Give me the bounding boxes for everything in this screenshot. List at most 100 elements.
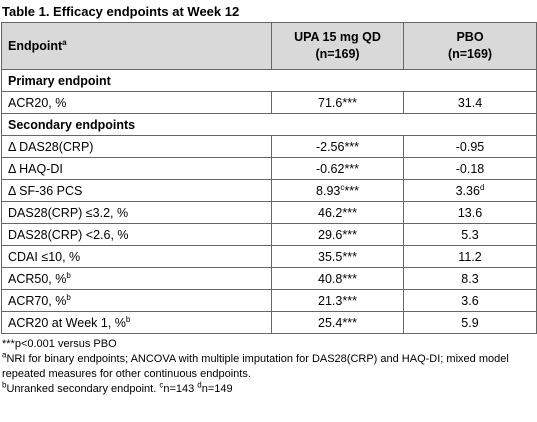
section-label: Primary endpoint [1, 69, 537, 92]
cell-text: Δ DAS28(CRP) [8, 139, 94, 154]
table-row: Secondary endpoints [1, 113, 537, 136]
table-row: ACR20 at Week 1, %b 25.4*** 5.9 [1, 311, 537, 334]
value-cell: 71.6*** [271, 91, 404, 114]
cell-text: 3.36 [455, 183, 480, 198]
cell-text: -0.62*** [315, 161, 360, 176]
endpoint-cell: Δ HAQ-DI [1, 157, 272, 180]
table-title: Table 1. Efficacy endpoints at Week 12 [2, 4, 240, 19]
footnote-text: NRI for binary endpoints; ANCOVA with mu… [2, 353, 509, 380]
footnote-text: Unranked secondary endpoint. [6, 383, 160, 395]
cell-text: DAS28(CRP) ≤3.2, % [8, 205, 129, 220]
cell-text: ACR50, % [8, 271, 67, 286]
value-cell: -2.56*** [271, 135, 404, 158]
footnote-text: n=149 [201, 383, 233, 395]
cell-text: 8.3 [461, 271, 479, 286]
endpoint-cell: ACR20, % [1, 91, 272, 114]
cell-text: ACR70, % [8, 293, 67, 308]
superscript: b [66, 292, 71, 302]
endpoint-cell: Δ DAS28(CRP) [1, 135, 272, 158]
endpoint-cell: DAS28(CRP) <2.6, % [1, 223, 272, 246]
cell-text: 13.6 [457, 205, 483, 220]
table-row: DAS28(CRP) <2.6, % 29.6*** 5.3 [1, 223, 537, 246]
value-cell: 21.3*** [271, 289, 404, 312]
footnote: ***p<0.001 versus PBO [2, 337, 535, 352]
section-label: Secondary endpoints [1, 113, 537, 136]
value-cell: -0.62*** [271, 157, 404, 180]
table-row: Δ HAQ-DI -0.62*** -0.18 [1, 157, 537, 180]
header-cell: UPA 15 mg QD (n=169) [271, 22, 404, 70]
cell-text: 40.8*** [318, 271, 357, 286]
cell-text: 25.4*** [318, 315, 357, 330]
value-cell: 3.36d [403, 179, 537, 202]
cell-text: Δ HAQ-DI [8, 161, 63, 176]
footnote-text: ***p<0.001 versus PBO [2, 338, 117, 350]
endpoint-cell: ACR20 at Week 1, %b [1, 311, 272, 334]
footnote: bUnranked secondary endpoint. cn=143 dn=… [2, 380, 535, 397]
efficacy-table: Endpointa UPA 15 mg QD (n=169) PBO (n=169) P… [1, 22, 537, 334]
cell-text: 11.2 [458, 249, 482, 264]
superscript: d [479, 182, 485, 192]
cell-text: Endpoint [8, 38, 63, 53]
value-cell: 46.2*** [271, 201, 404, 224]
value-cell: 31.4 [403, 91, 537, 114]
superscript: b [125, 314, 131, 324]
value-cell: 29.6*** [271, 223, 404, 246]
table-row: Δ SF-36 PCS 8.93c*** 3.36d [1, 179, 537, 202]
cell-text: 29.6*** [318, 227, 357, 242]
cell-text: CDAI ≤10, % [8, 249, 81, 264]
cell-text: -2.56*** [315, 139, 360, 154]
header-row: Endpointa UPA 15 mg QD (n=169) PBO (n=169) [1, 22, 537, 70]
value-cell: 8.93c*** [271, 179, 404, 202]
cell-text: 46.2*** [318, 205, 357, 220]
value-cell: 40.8*** [271, 267, 404, 290]
footnote-text: n=143 [163, 383, 198, 395]
endpoint-cell: DAS28(CRP) ≤3.2, % [1, 201, 272, 224]
value-cell: 5.3 [403, 223, 537, 246]
cell-text: Δ SF-36 PCS [8, 183, 83, 198]
cell-subtext: (n=169) [315, 47, 360, 61]
cell-text: UPA 15 mg QD [294, 30, 381, 44]
cell-text: 31.4 [457, 95, 483, 110]
cell-subtext: (n=169) [447, 47, 493, 61]
endpoint-cell: ACR70, %b [1, 289, 272, 312]
cell-text: 71.6*** [318, 95, 357, 110]
cell-text: -0.18 [455, 161, 485, 176]
table-body: Primary endpoint ACR20, % 71.6*** 31.4 Secon… [1, 69, 537, 334]
value-cell: 13.6 [403, 201, 537, 224]
cell-text: ACR20, % [8, 95, 67, 110]
value-cell: 35.5*** [271, 245, 404, 268]
value-cell: 3.6 [403, 289, 537, 312]
cell-suffix: *** [344, 183, 359, 198]
cell-text: 3.6 [461, 293, 479, 308]
endpoint-cell: Δ SF-36 PCS [1, 179, 272, 202]
table-row: DAS28(CRP) ≤3.2, % 46.2*** 13.6 [1, 201, 537, 224]
cell-text: PBO [456, 30, 484, 44]
footnote: aNRI for binary endpoints; ANCOVA with m… [2, 350, 535, 382]
value-cell: -0.95 [403, 135, 537, 158]
cell-text: 5.9 [461, 315, 479, 330]
table-row: Δ DAS28(CRP) -2.56*** -0.95 [1, 135, 537, 158]
superscript: a [62, 37, 67, 47]
footnote-mark: c [159, 380, 164, 390]
table-row: ACR50, %b 40.8*** 8.3 [1, 267, 537, 290]
table-row: Primary endpoint [1, 69, 537, 92]
value-cell: 25.4*** [271, 311, 404, 334]
footnote-mark: d [197, 380, 202, 390]
cell-text: 35.5*** [318, 249, 357, 264]
value-cell: 11.2 [403, 245, 537, 268]
table-row: ACR20, % 71.6*** 31.4 [1, 91, 537, 114]
header-cell: Endpointa [1, 22, 272, 70]
cell-text: 8.93 [316, 183, 341, 198]
footnote-mark: a [2, 350, 7, 360]
value-cell: 5.9 [403, 311, 537, 334]
cell-text: ACR20 at Week 1, % [8, 315, 126, 330]
footnotes: ***p<0.001 versus PBO aNRI for binary end… [0, 334, 537, 397]
cell-text: 21.3*** [318, 293, 357, 308]
endpoint-cell: CDAI ≤10, % [1, 245, 272, 268]
value-cell: -0.18 [403, 157, 537, 180]
superscript: c [340, 182, 345, 192]
endpoint-cell: ACR50, %b [1, 267, 272, 290]
table-row: ACR70, %b 21.3*** 3.6 [1, 289, 537, 312]
superscript: b [66, 270, 71, 280]
